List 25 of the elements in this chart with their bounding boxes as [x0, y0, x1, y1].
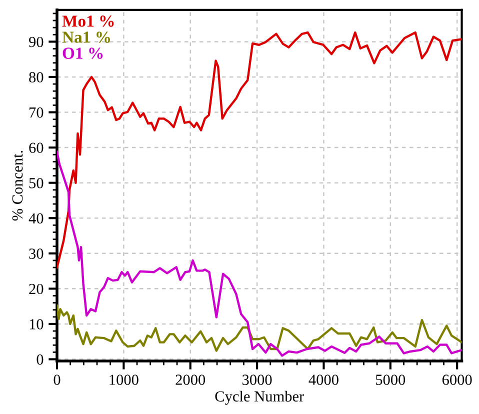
text: Na1 % [62, 32, 110, 43]
x-axis-title: Cycle Number [215, 390, 304, 405]
x-tick-label: 5000 [376, 374, 406, 385]
y-tick-label: 90 [29, 36, 44, 48]
y-tick-label: 20 [29, 284, 44, 294]
y-tick-label: 30 [29, 248, 44, 259]
line-series [57, 150, 462, 357]
x-tick-label: 2000 [176, 374, 206, 385]
x-tick-label: 6000 [442, 374, 472, 385]
y-tick-label: 0 [36, 354, 44, 365]
x-tick-label: 3000 [242, 374, 272, 385]
y-tick-label: 80 [29, 72, 44, 82]
x-tick-label: 0 [54, 374, 60, 385]
x-tick-label: 4000 [308, 374, 338, 385]
y-tick-label: 40 [28, 213, 44, 224]
y-axis-title: % Concent. [12, 150, 23, 221]
line-series [57, 31, 462, 269]
line-series [57, 304, 462, 352]
y-tick-label: 50 [29, 178, 44, 188]
y-tick-label: 10 [30, 319, 44, 330]
y-tick-label: 60 [29, 142, 44, 153]
text: Mo1 % [62, 16, 114, 27]
x-tick-label: 1000 [110, 374, 138, 385]
y-tick-label: 70 [30, 107, 44, 118]
text: O1 % [62, 48, 103, 59]
